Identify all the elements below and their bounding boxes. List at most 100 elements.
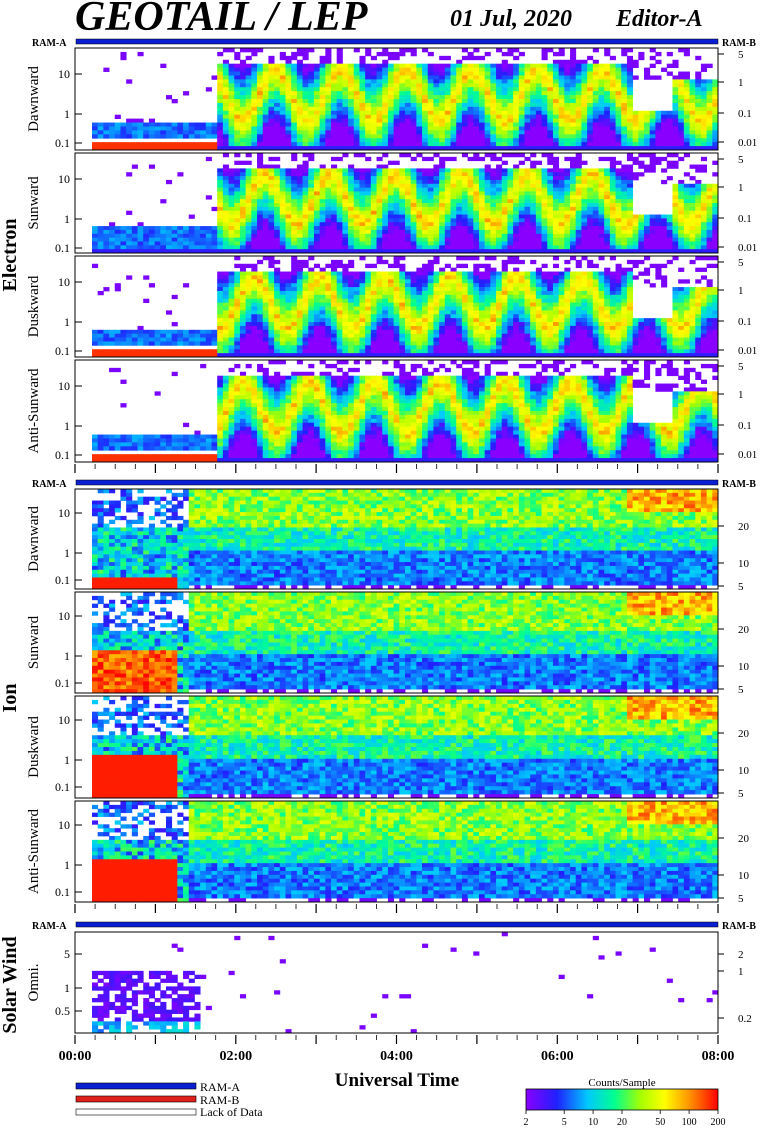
heatmap-cell xyxy=(706,63,713,69)
heatmap-cell xyxy=(245,91,252,96)
heatmap-cell xyxy=(552,183,560,189)
heatmap-cell xyxy=(137,325,144,331)
heatmap-cell xyxy=(450,63,457,69)
heatmap-cell xyxy=(359,214,366,219)
heatmap-cell xyxy=(257,290,264,296)
heatmap-cell xyxy=(274,87,281,92)
heatmap-cell xyxy=(478,106,486,112)
heatmap-cell xyxy=(234,106,241,112)
heatmap-cell xyxy=(148,122,155,127)
heatmap-cell xyxy=(302,122,309,127)
heatmap-cell xyxy=(695,83,702,88)
heatmap-cell xyxy=(570,130,577,135)
heatmap-cell xyxy=(712,87,719,92)
heatmap-cell xyxy=(410,241,417,246)
heatmap-cell xyxy=(154,142,161,147)
heatmap-cell xyxy=(598,176,605,181)
heatmap-cell xyxy=(478,87,486,92)
heatmap-cell xyxy=(336,67,343,72)
heatmap-cell xyxy=(626,48,634,53)
heatmap-cell xyxy=(615,241,622,246)
heatmap-cell xyxy=(342,298,349,304)
heatmap-cell xyxy=(393,241,400,246)
heatmap-cell xyxy=(444,106,451,112)
heatmap-cell xyxy=(490,126,497,131)
heatmap-cell xyxy=(695,199,702,204)
heatmap-cell xyxy=(262,83,269,88)
heatmap-cell xyxy=(245,237,252,242)
heatmap-cell xyxy=(513,199,520,204)
heatmap-cell xyxy=(405,126,412,131)
heatmap-cell xyxy=(638,130,645,135)
heatmap-cell xyxy=(274,122,281,127)
heatmap-cell xyxy=(655,122,662,127)
heatmap-cell xyxy=(245,294,252,300)
heatmap-cell xyxy=(422,226,429,231)
heatmap-cell xyxy=(239,294,247,300)
heatmap-cell xyxy=(325,187,332,192)
heatmap-cell xyxy=(279,329,286,335)
heatmap-cell xyxy=(518,222,525,227)
heatmap-cell xyxy=(405,83,412,88)
heatmap-cell xyxy=(496,156,503,162)
heatmap-cell xyxy=(467,102,474,108)
heatmap-cell xyxy=(319,237,326,242)
heatmap-cell xyxy=(365,210,372,215)
heatmap-cell xyxy=(228,71,235,76)
heatmap-cell xyxy=(433,229,440,235)
heatmap-cell xyxy=(103,229,110,235)
heatmap-cell xyxy=(621,168,628,173)
heatmap-cell xyxy=(513,134,520,139)
heatmap-cell xyxy=(552,75,560,80)
heatmap-cell xyxy=(342,290,349,296)
heatmap-cell xyxy=(336,226,343,231)
heatmap-cell xyxy=(530,106,537,112)
heatmap-cell xyxy=(228,48,235,53)
heatmap-cell xyxy=(644,118,651,123)
heatmap-cell xyxy=(239,75,247,80)
heatmap-cell xyxy=(331,275,338,280)
heatmap-cell xyxy=(131,126,138,131)
heatmap-cell xyxy=(621,118,628,123)
heatmap-cell xyxy=(564,91,571,96)
heatmap-cell xyxy=(365,179,372,185)
heatmap-cell xyxy=(706,79,713,84)
heatmap-cell xyxy=(439,71,446,76)
heatmap-cell xyxy=(302,83,309,88)
heatmap-cell xyxy=(257,349,264,354)
heatmap-cell xyxy=(467,122,474,127)
heatmap-cell xyxy=(336,310,343,315)
heatmap-cell xyxy=(239,106,247,112)
heatmap-cell xyxy=(661,130,668,135)
heatmap-cell xyxy=(541,142,548,147)
heatmap-cell xyxy=(535,206,542,212)
heatmap-cell xyxy=(581,176,588,181)
heatmap-cell xyxy=(695,226,702,231)
heatmap-cell xyxy=(148,329,155,335)
heatmap-cell xyxy=(496,99,503,104)
heatmap-cell xyxy=(353,195,360,200)
heatmap-cell xyxy=(194,122,201,127)
heatmap-cell xyxy=(478,71,486,76)
heatmap-cell xyxy=(592,176,599,181)
heatmap-cell xyxy=(439,172,446,177)
heatmap-cell xyxy=(393,142,400,147)
heatmap-cell xyxy=(581,63,588,69)
heatmap-cell xyxy=(541,199,548,204)
heatmap-cell xyxy=(535,199,542,204)
heatmap-cell xyxy=(621,210,628,215)
heatmap-cell xyxy=(131,118,138,123)
heatmap-cell xyxy=(342,349,349,354)
heatmap-cell xyxy=(205,337,212,342)
heatmap-cell xyxy=(239,138,247,143)
heatmap-cell xyxy=(285,226,292,231)
heatmap-cell xyxy=(638,122,645,127)
heatmap-cell xyxy=(382,187,389,192)
heatmap-cell xyxy=(530,75,537,80)
heatmap-cell xyxy=(370,199,377,204)
heatmap-cell xyxy=(592,183,599,189)
heatmap-cell xyxy=(501,191,508,196)
heatmap-cell xyxy=(456,87,463,92)
heatmap-cell xyxy=(581,226,588,231)
heatmap-cell xyxy=(365,106,372,112)
